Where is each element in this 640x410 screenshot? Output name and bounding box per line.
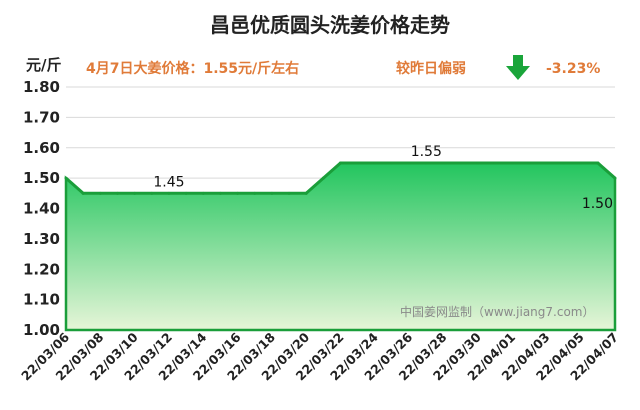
data-point — [424, 161, 428, 165]
data-point — [236, 191, 240, 195]
trend-text: 较昨日偏弱 — [396, 60, 466, 77]
y-axis-unit: 元/斤 — [26, 56, 61, 74]
data-point — [270, 191, 274, 195]
data-point — [510, 161, 514, 165]
data-point — [459, 161, 463, 165]
data-point — [115, 191, 119, 195]
data-point — [579, 161, 583, 165]
data-point — [253, 191, 257, 195]
y-tick-label: 1.60 — [23, 139, 60, 157]
data-point — [390, 161, 394, 165]
data-point — [596, 161, 600, 165]
data-points — [64, 161, 617, 195]
data-point — [304, 191, 308, 195]
data-point — [184, 191, 188, 195]
data-point — [339, 161, 342, 165]
data-point — [544, 161, 548, 165]
down-arrow-icon — [506, 55, 530, 80]
data-point — [356, 161, 360, 165]
data-point — [407, 161, 411, 165]
data-point — [133, 191, 137, 195]
price-note: 4月7日大姜价格：1.55元/斤左右 — [86, 60, 299, 77]
watermark: 中国姜网监制（www.jiang7.com） — [400, 304, 594, 319]
y-tick-label: 1.40 — [23, 200, 60, 218]
data-point — [373, 161, 377, 165]
data-point — [167, 191, 171, 195]
data-label: 1.55 — [411, 144, 442, 160]
data-label: 1.45 — [153, 174, 184, 190]
change-percent: -3.23% — [546, 61, 600, 77]
data-point — [287, 191, 291, 195]
data-point — [218, 191, 222, 195]
y-tick-label: 1.30 — [23, 230, 60, 248]
chart-title: 昌邑优质圆头洗姜价格走势 — [210, 13, 450, 37]
y-tick-label: 1.70 — [23, 108, 60, 126]
y-tick-label: 1.20 — [23, 260, 60, 278]
y-axis-ticks: 1.00 1.10 1.20 1.30 1.40 1.50 1.60 1.70 1.80 — [23, 78, 60, 339]
data-labels: 1.45 1.55 1.50 — [153, 144, 613, 212]
y-tick-label: 1.50 — [23, 169, 60, 187]
data-label: 1.50 — [582, 196, 613, 212]
data-point — [98, 191, 102, 195]
data-point — [441, 161, 445, 165]
data-point — [64, 176, 68, 180]
data-point — [81, 191, 85, 195]
y-tick-label: 1.80 — [23, 78, 60, 96]
data-point — [493, 161, 497, 165]
data-point — [613, 176, 617, 180]
x-axis-ticks: 22/03/0622/03/0822/03/1022/03/1222/03/14… — [18, 329, 621, 383]
y-tick-label: 1.10 — [23, 291, 60, 309]
data-point — [476, 161, 480, 165]
data-point — [527, 161, 531, 165]
data-point — [321, 176, 325, 180]
y-tick-label: 1.00 — [23, 321, 60, 339]
data-point — [150, 191, 154, 195]
data-point — [201, 191, 205, 195]
data-point — [562, 161, 566, 165]
